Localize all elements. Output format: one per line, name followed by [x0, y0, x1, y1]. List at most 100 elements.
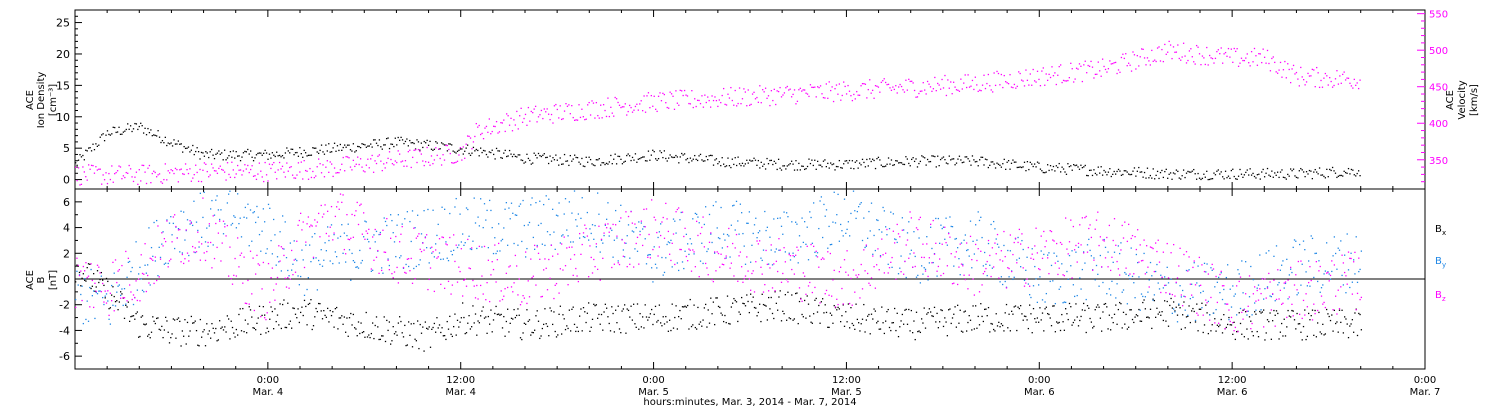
bz-point: [504, 288, 506, 290]
bz-point: [796, 246, 798, 248]
velocity-point: [184, 163, 187, 165]
density-point: [877, 156, 880, 159]
by-point: [845, 232, 847, 235]
bz-point: [544, 258, 546, 260]
bz-point: [633, 266, 635, 268]
bx-point: [431, 328, 433, 330]
density-point: [1039, 168, 1042, 170]
velocity-point: [498, 131, 501, 133]
bz-point: [1098, 244, 1100, 247]
velocity-point: [977, 90, 979, 93]
by-point: [297, 275, 299, 277]
bx-point: [1273, 309, 1275, 312]
density-point: [725, 165, 728, 167]
by-point: [351, 252, 353, 255]
density-point: [709, 154, 712, 157]
velocity-point: [954, 86, 956, 88]
by-point: [662, 274, 664, 276]
bx-point: [963, 311, 965, 313]
velocity-point: [941, 78, 943, 81]
density-point: [827, 162, 829, 165]
by-point: [1315, 252, 1318, 254]
bz-point: [168, 260, 171, 262]
density-point: [345, 146, 347, 148]
velocity-point: [495, 120, 498, 123]
by-point: [395, 255, 397, 258]
bz-point: [1166, 242, 1168, 245]
by-point: [345, 261, 347, 263]
density-point: [1343, 170, 1345, 172]
velocity-point: [644, 111, 647, 113]
density-point: [615, 163, 618, 165]
density-point: [1188, 171, 1191, 173]
by-point: [1160, 274, 1162, 276]
bx-point: [233, 332, 235, 334]
velocity-point: [409, 149, 411, 151]
bz-point: [305, 241, 307, 243]
bx-point: [541, 327, 544, 330]
density-point: [388, 147, 391, 150]
velocity-point: [736, 105, 738, 107]
by-point: [796, 223, 798, 225]
density-point: [206, 152, 208, 154]
bz-point: [170, 258, 172, 260]
by-point: [887, 263, 889, 265]
bx-point: [1291, 309, 1293, 312]
bx-point: [777, 309, 779, 311]
bx-point: [1333, 309, 1336, 312]
bz-point: [780, 281, 783, 283]
bx-point: [453, 325, 455, 328]
bz-point: [548, 258, 550, 261]
by-point: [521, 240, 523, 243]
bx-point: [572, 306, 574, 308]
by-point: [1158, 288, 1161, 290]
bx-point: [147, 335, 149, 337]
density-point: [478, 155, 480, 157]
velocity-point: [613, 115, 615, 117]
density-point: [801, 165, 803, 167]
bz-point: [255, 273, 257, 275]
by-point: [252, 212, 254, 214]
bz-point: [855, 274, 857, 276]
density-point: [1211, 177, 1214, 180]
bz-point: [1004, 255, 1006, 258]
velocity-point: [508, 124, 511, 126]
velocity-point: [466, 135, 469, 137]
density-point: [419, 149, 421, 151]
by-point: [890, 211, 892, 213]
bx-point: [215, 327, 217, 330]
bx-point: [1029, 304, 1031, 306]
bz-point: [87, 275, 90, 277]
bz-point: [1107, 266, 1109, 268]
velocity-point: [926, 80, 929, 83]
by-point: [1239, 307, 1242, 310]
density-point: [1182, 169, 1185, 171]
density-point: [147, 127, 149, 130]
bx-point: [1347, 336, 1350, 339]
density-point: [1249, 168, 1251, 170]
velocity-point: [561, 118, 563, 121]
by-point: [953, 265, 955, 267]
by-point: [1341, 274, 1343, 277]
density-point: [1292, 168, 1295, 170]
bx-point: [86, 266, 88, 269]
bx-point: [1250, 320, 1252, 322]
velocity-point: [125, 171, 127, 174]
velocity-point: [1154, 59, 1156, 61]
by-point: [1302, 240, 1305, 242]
velocity-point: [1275, 71, 1277, 73]
bz-point: [1225, 303, 1228, 305]
bx-point: [307, 303, 310, 306]
by-point: [1269, 295, 1271, 297]
velocity-point: [160, 181, 162, 183]
bx-point: [1191, 310, 1193, 312]
density-point: [307, 154, 310, 157]
bz-point: [213, 257, 216, 260]
by-point: [769, 236, 771, 238]
bz-point: [419, 248, 421, 250]
bz-point: [751, 272, 753, 275]
density-point: [1100, 166, 1102, 168]
velocity-point: [161, 182, 164, 184]
bz-point: [319, 236, 321, 238]
bx-point: [392, 326, 394, 328]
